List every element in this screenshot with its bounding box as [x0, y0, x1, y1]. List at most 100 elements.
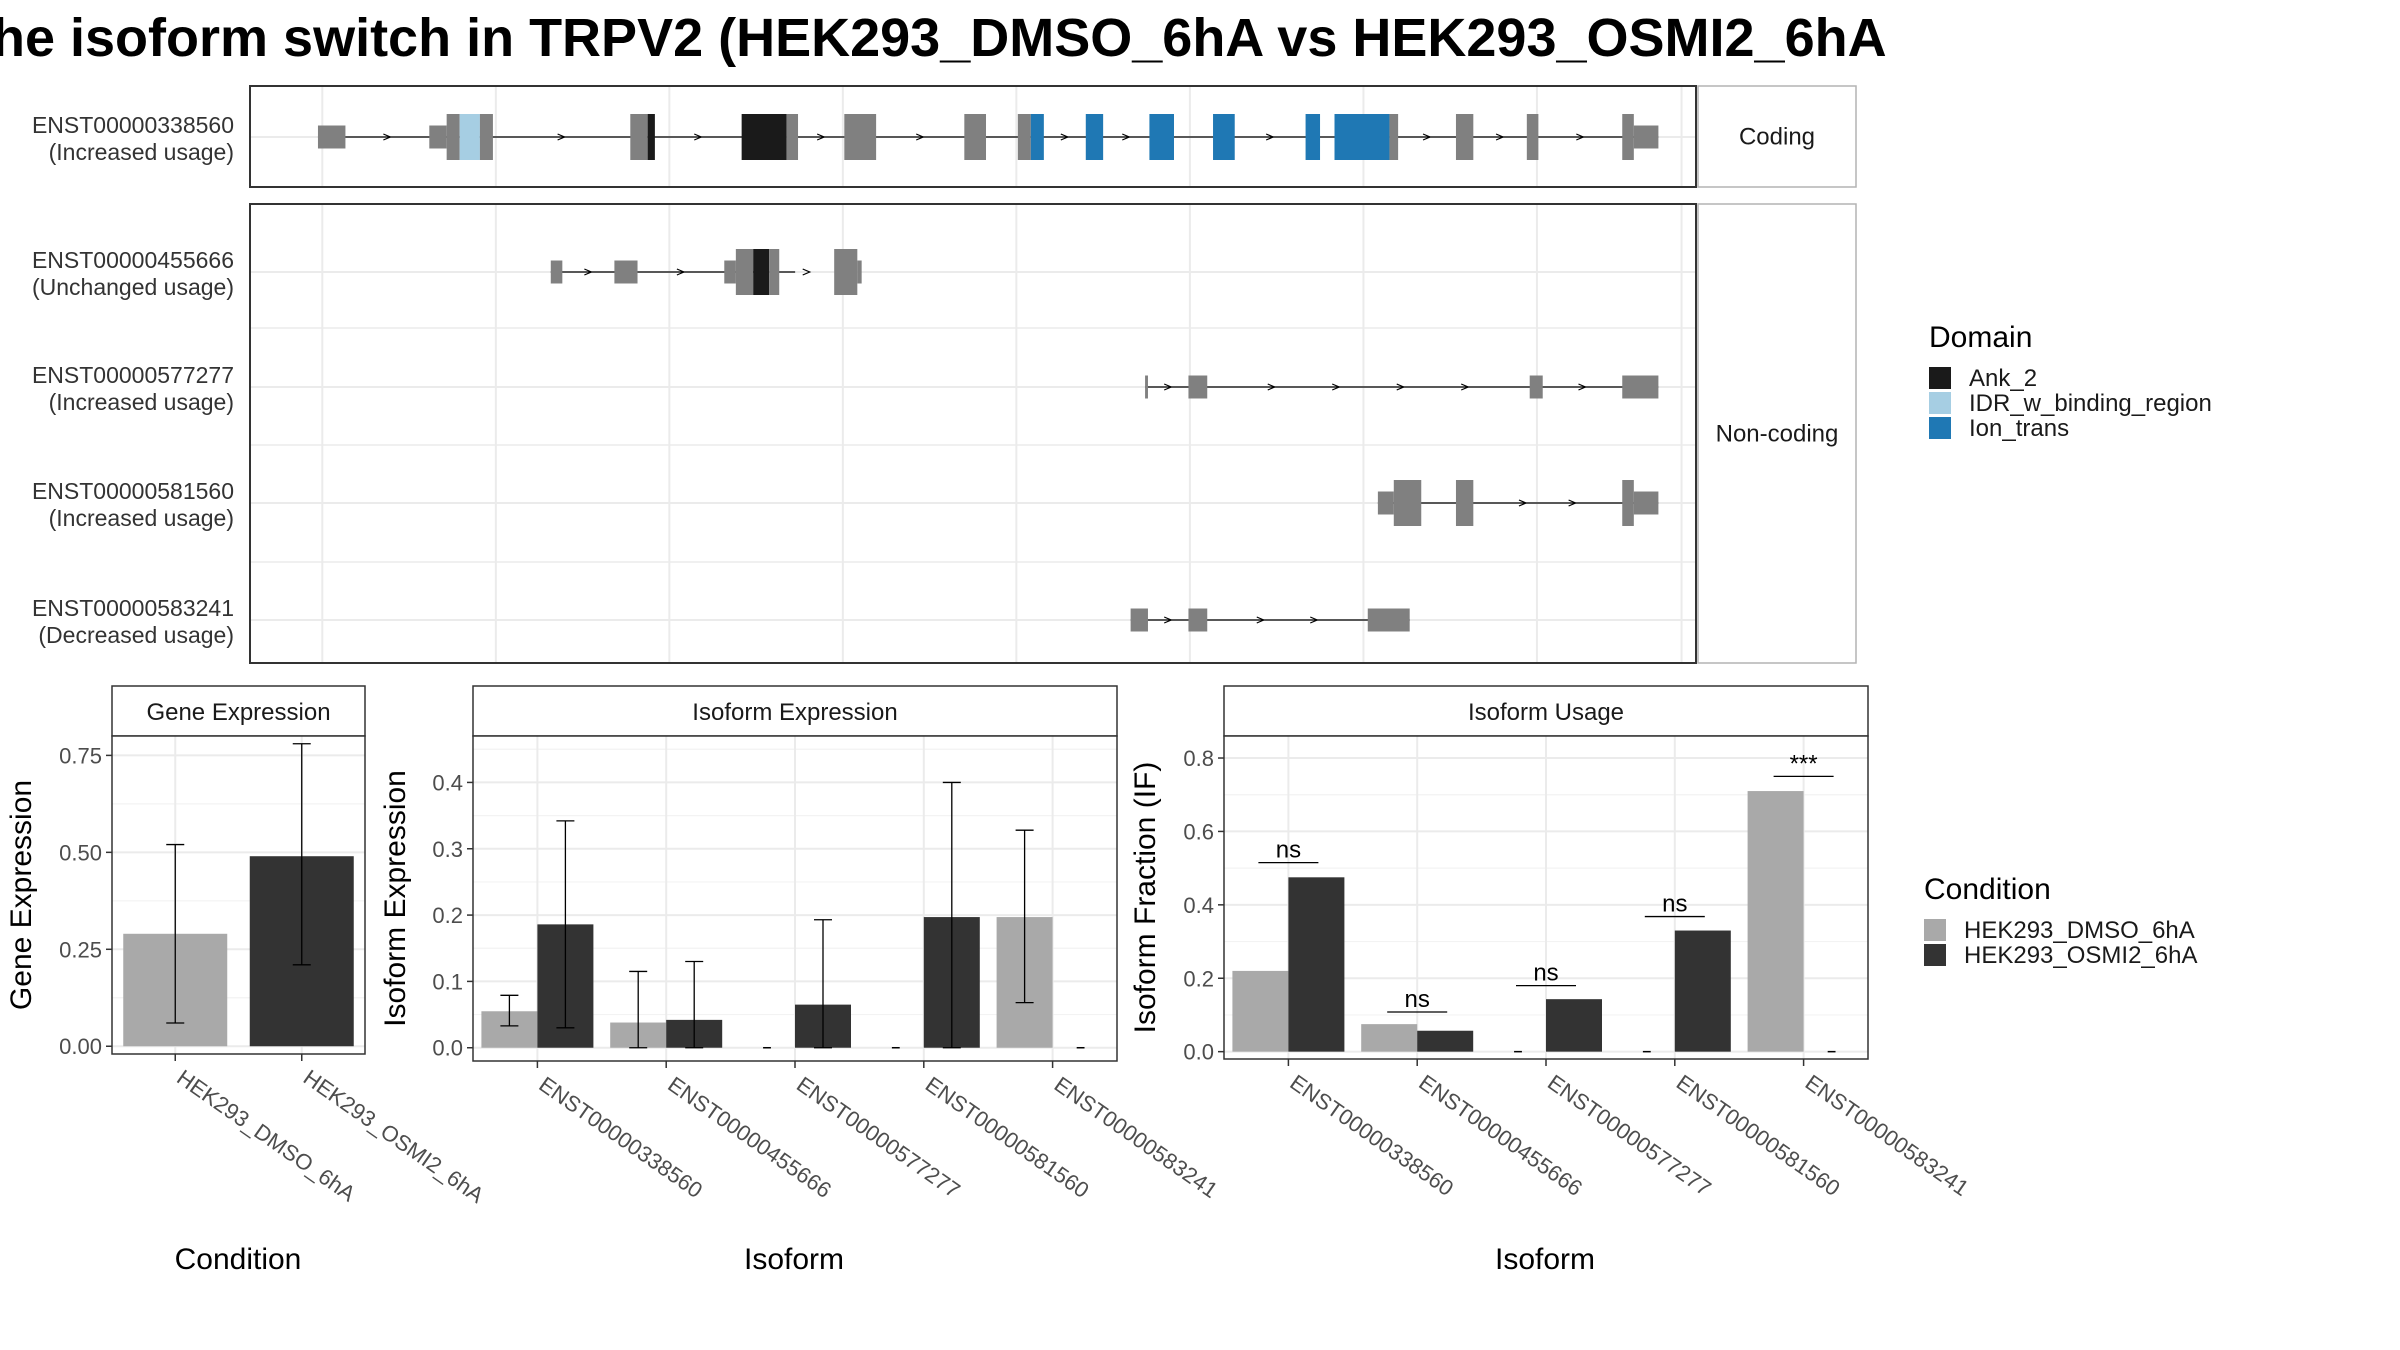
exon: [1130, 608, 1148, 632]
exon: [735, 249, 754, 295]
exon: [1526, 114, 1539, 160]
legend-label: HEK293_OSMI2_6hA: [1964, 942, 2197, 969]
exon: [1188, 375, 1208, 399]
chart-gene-expression: Gene Expression0.000.250.500.75HEK293_DM…: [5, 685, 489, 1276]
exon: [446, 114, 460, 160]
exon: [1305, 114, 1321, 160]
exon: [1145, 375, 1148, 399]
transcript-ENST00000581560: [1377, 480, 1659, 526]
intron-arrow: [1568, 499, 1578, 507]
transcript-id: ENST00000338560: [32, 112, 234, 138]
intron-arrow: [1060, 133, 1070, 141]
bar: [1674, 930, 1731, 1052]
intron-arrow: [802, 268, 812, 276]
y-tick-label: 0.3: [432, 837, 463, 862]
y-tick-label: 0.6: [1183, 819, 1214, 844]
intron-arrow: [1163, 383, 1173, 391]
intron-arrow: [1256, 616, 1266, 624]
y-tick-label: 0.8: [1183, 746, 1214, 771]
bar-group: [1546, 999, 1602, 1052]
exon: [1622, 114, 1634, 160]
bar-group: [123, 843, 228, 1047]
transcript-usage: (Decreased usage): [38, 622, 234, 648]
intron-arrow: [1576, 133, 1585, 141]
bar: [1232, 970, 1289, 1052]
legend-label: Ion_trans: [1969, 415, 2069, 442]
bar: [1288, 877, 1345, 1052]
bar-group: [1361, 1024, 1418, 1052]
exon: [1622, 375, 1659, 399]
bar-group: [1417, 1030, 1474, 1052]
bar: [1546, 999, 1602, 1052]
intron-arrow: [1460, 383, 1470, 391]
intron-arrow: [1495, 133, 1505, 141]
intron-arrow: [1122, 133, 1131, 141]
significance-label: ***: [1790, 750, 1818, 777]
exon: [857, 260, 862, 284]
noncoding-panel-bg: [250, 204, 1696, 663]
exon: [786, 114, 799, 160]
legend-title: Domain: [1929, 321, 2032, 354]
legends: Domain Ank_2IDR_w_binding_regionIon_trans…: [1924, 321, 2212, 969]
y-axis-title: Gene Expression: [5, 780, 38, 1010]
exon: [1367, 608, 1410, 632]
y-tick-label: 0.25: [59, 937, 102, 962]
exon: [1455, 480, 1474, 526]
intron-arrow: [383, 133, 392, 141]
exon: [630, 114, 648, 160]
y-tick-label: 0.00: [59, 1034, 102, 1059]
significance-annotation: ns: [1644, 891, 1705, 918]
transcript-usage: (Increased usage): [49, 505, 234, 531]
transcript-ENST00000455666: [550, 249, 862, 295]
intron-arrow: [694, 133, 703, 141]
legend-key: [1924, 944, 1946, 966]
bar: [1361, 1024, 1418, 1052]
legend-label: Ank_2: [1969, 365, 2037, 392]
exon: [1030, 114, 1044, 160]
transcript-label: ENST00000581560(Increased usage): [32, 478, 234, 531]
bar: [1417, 1030, 1474, 1052]
panel-border: [249, 203, 1697, 664]
intron-arrow: [584, 268, 593, 276]
y-tick-label: 0.75: [59, 743, 102, 768]
exon: [1389, 114, 1399, 160]
transcript-ENST00000583241: [1130, 608, 1410, 632]
intron-arrow: [557, 133, 567, 141]
y-tick-label: 0.0: [432, 1036, 463, 1061]
y-tick-label: 0.1: [432, 969, 463, 994]
bar-group: [795, 919, 851, 1049]
intron-arrow: [1578, 383, 1588, 391]
y-tick-label: 0.50: [59, 840, 102, 865]
intron-arrow: [1267, 383, 1277, 391]
transcript-id: ENST00000455666: [32, 247, 234, 273]
strip-noncoding: Non-coding: [1697, 203, 1857, 664]
significance-annotation: ns: [1516, 960, 1576, 987]
chart-isoform-expression: Isoform Expression0.00.10.20.30.4ENST000…: [379, 685, 1222, 1276]
panel-strip: [1223, 685, 1869, 737]
transcript-usage: (Unchanged usage): [32, 274, 234, 300]
intron-arrow: [1518, 499, 1528, 507]
strip-label: Coding: [1739, 124, 1815, 151]
exon: [614, 260, 638, 284]
panel-strip: [472, 685, 1118, 737]
exon: [1633, 491, 1659, 515]
significance-label: ns: [1533, 960, 1558, 987]
exon: [964, 114, 987, 160]
significance-label: ns: [1405, 986, 1430, 1013]
intron-arrow: [816, 133, 826, 141]
exon: [1633, 125, 1659, 149]
bar-charts: Gene Expression0.000.250.500.75HEK293_DM…: [5, 685, 1973, 1276]
x-axis-title: Isoform: [1495, 1243, 1595, 1276]
intron-arrow: [1310, 616, 1319, 624]
exon: [1622, 480, 1634, 526]
y-tick-label: 0.2: [1183, 966, 1214, 991]
significance-annotation: ns: [1387, 986, 1448, 1013]
exon: [1149, 114, 1174, 160]
y-tick-label: 0.0: [1183, 1040, 1214, 1065]
legend-key: [1924, 919, 1946, 941]
transcript-label: ENST00000583241(Decreased usage): [32, 595, 234, 648]
y-axis-title: Isoform Expression: [379, 770, 412, 1027]
legend-label: HEK293_DMSO_6hA: [1964, 917, 2195, 944]
